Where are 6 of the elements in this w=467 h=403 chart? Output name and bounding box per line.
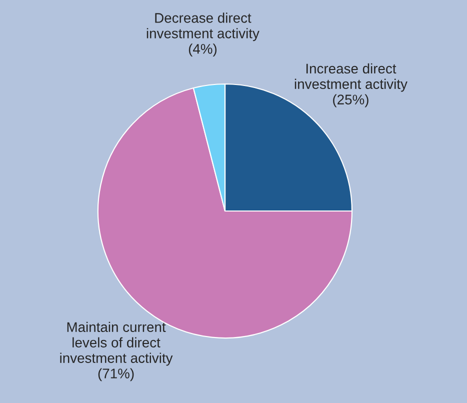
data-label: (4%) <box>188 44 217 57</box>
slice-label: Maintain current levels of direct investment activity <box>60 322 173 366</box>
data-label: (71%) <box>98 368 134 382</box>
slice-label: Increase direct investment activity <box>294 63 408 92</box>
slice-label: Decrease direct investment activity <box>146 12 260 42</box>
data-label: (25%) <box>333 94 368 108</box>
